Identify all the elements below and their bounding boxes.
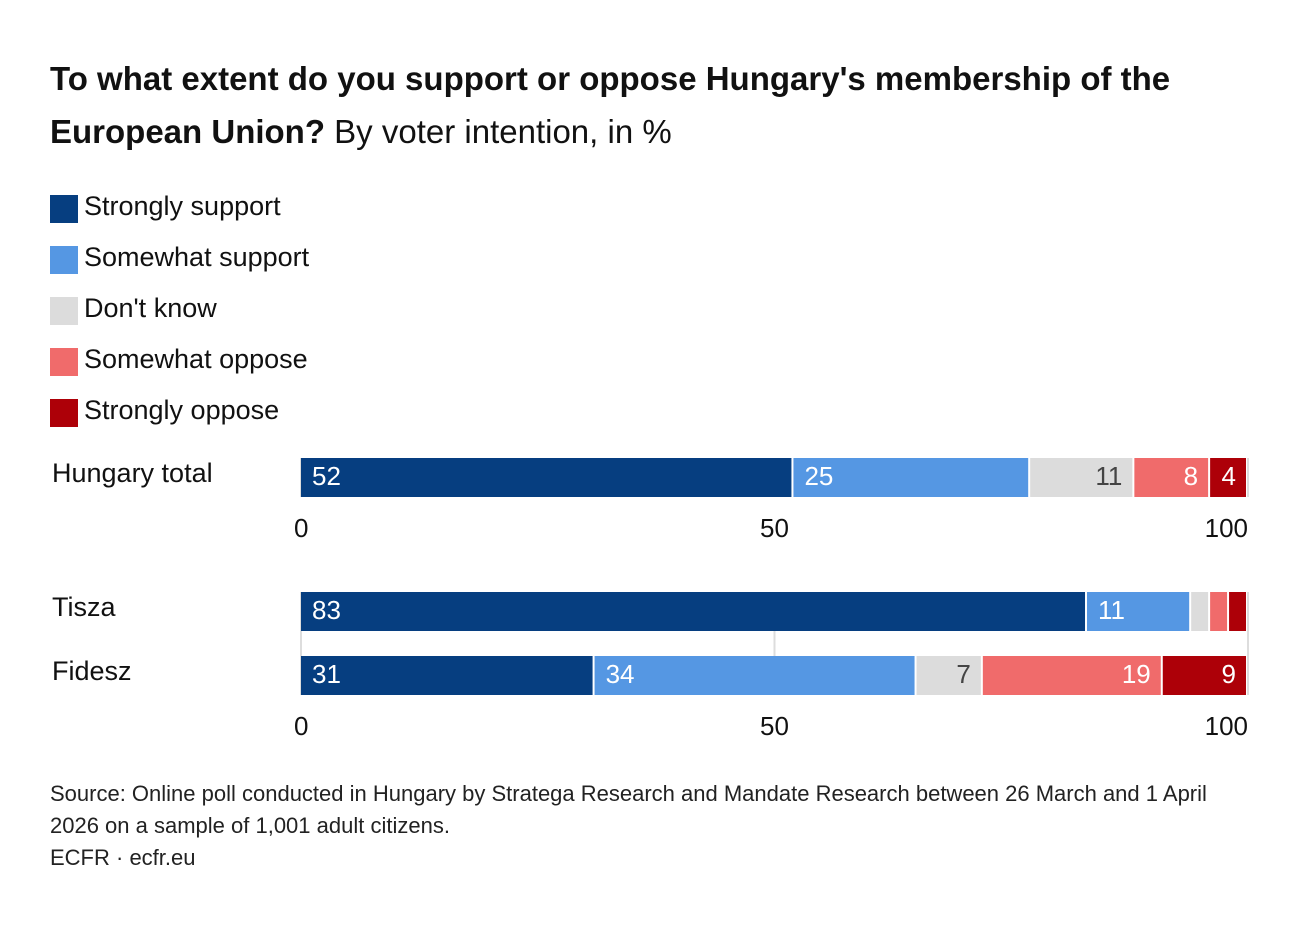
x-tick-label: 0 (294, 513, 308, 543)
chart-title: To what extent do you support or oppose … (50, 60, 1171, 150)
legend-label: Don't know (84, 293, 217, 323)
bar-segment (793, 458, 1029, 497)
bar-segment (301, 656, 593, 695)
bar-segment (594, 656, 915, 695)
bar-segment (301, 458, 792, 497)
bar-segment (301, 592, 1086, 631)
bar-segment (1210, 592, 1228, 631)
legend-swatch (50, 195, 78, 223)
legend-label: Strongly oppose (84, 395, 279, 425)
value-label: 52 (312, 461, 341, 491)
legend-swatch (50, 246, 78, 274)
x-tick-label: 0 (294, 711, 308, 741)
bar-segment (1191, 592, 1209, 631)
bar-segment (916, 656, 981, 695)
value-label: 11 (1095, 461, 1122, 491)
bar-segment (982, 656, 1161, 695)
value-label: 83 (312, 595, 341, 625)
x-tick-label: 100 (1205, 711, 1248, 741)
value-label: 9 (1222, 659, 1236, 689)
bar-segment (1087, 592, 1190, 631)
legend-label: Strongly support (84, 191, 281, 221)
category-label: Fidesz (52, 656, 132, 686)
value-label: 31 (312, 659, 341, 689)
category-label: Tisza (52, 592, 116, 622)
title-block: To what extent do you support or oppose … (50, 52, 1260, 158)
value-label: 4 (1222, 461, 1236, 491)
source-block: Source: Online poll conducted in Hungary… (50, 778, 1250, 874)
x-tick-label: 50 (760, 711, 789, 741)
value-label: 25 (804, 461, 833, 491)
bar-segment (1162, 656, 1246, 695)
value-label: 34 (606, 659, 635, 689)
x-tick-label: 100 (1205, 513, 1248, 543)
bar-segment (1210, 458, 1246, 497)
legend-label: Somewhat oppose (84, 344, 308, 374)
legend-swatch (50, 399, 78, 427)
source: Source: Online poll conducted in Hungary… (50, 781, 1207, 838)
legend-swatch (50, 297, 78, 325)
legend-label: Somewhat support (84, 242, 310, 272)
x-tick-label: 50 (760, 513, 789, 543)
bar-segment (1134, 458, 1209, 497)
bar-segment (1229, 592, 1246, 631)
category-label: Hungary total (52, 458, 213, 488)
credit: ECFR · ecfr.eu (50, 845, 196, 870)
value-label: 19 (1122, 659, 1151, 689)
bar-segment (1030, 458, 1133, 497)
value-label: 8 (1184, 461, 1198, 491)
chart-subtitle: By voter intention, in % (334, 113, 672, 150)
value-label: 11 (1098, 595, 1125, 625)
value-label: 7 (956, 659, 970, 689)
legend-swatch (50, 348, 78, 376)
